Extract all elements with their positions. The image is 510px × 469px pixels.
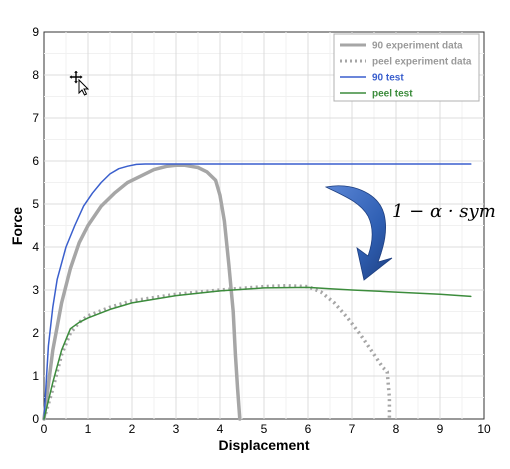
legend: 90 experiment data peel experiment data 90…: [333, 33, 480, 102]
y-tick-label: 4: [32, 240, 39, 254]
series-line-90-test: [43, 163, 472, 420]
x-axis-label: Displacement: [218, 437, 309, 453]
legend-entry-label: 90 experiment data: [372, 41, 463, 52]
y-tick-label: 0: [32, 412, 39, 426]
x-tick-label: 2: [129, 422, 136, 436]
annotation-arrow: [324, 185, 393, 281]
y-tick-label: 8: [32, 68, 39, 82]
y-tick-label: 9: [32, 25, 39, 39]
y-tick-label: 2: [32, 326, 39, 340]
move-cursor-icon: [68, 69, 90, 96]
y-tick-label: 3: [32, 283, 39, 297]
x-tick-label: 9: [437, 422, 444, 436]
x-tick-label: 10: [477, 422, 491, 436]
y-tick-label: 7: [32, 111, 39, 125]
y-tick-label: 6: [32, 154, 39, 168]
legend-entry-label: peel test: [372, 89, 413, 100]
x-tick-label: 0: [41, 422, 48, 436]
y-tick-label: 5: [32, 197, 39, 211]
y-axis-label: Force: [9, 207, 25, 245]
tick-labels: 0 1 2 3 4 5 6 7 8 9 10 0 1 2 3 4 5 6 7 8 9: [32, 25, 491, 436]
x-tick-label: 7: [349, 422, 356, 436]
x-tick-label: 8: [393, 422, 400, 436]
y-tick-label: 1: [32, 369, 39, 383]
x-tick-label: 6: [305, 422, 312, 436]
blue-curved-arrow: [324, 185, 393, 281]
legend-entry-label: peel experiment data: [372, 57, 472, 68]
legend-entry-label: 90 test: [372, 73, 404, 84]
series-lines: [42, 163, 472, 421]
formula-annotation: 1 − α · sym: [392, 201, 496, 222]
series-line-90-experiment-data: [42, 163, 242, 421]
x-tick-label: 3: [173, 422, 180, 436]
x-tick-label: 4: [217, 422, 224, 436]
x-tick-label: 1: [85, 422, 92, 436]
series-line-peel-test: [43, 286, 472, 420]
x-tick-label: 5: [261, 422, 268, 436]
